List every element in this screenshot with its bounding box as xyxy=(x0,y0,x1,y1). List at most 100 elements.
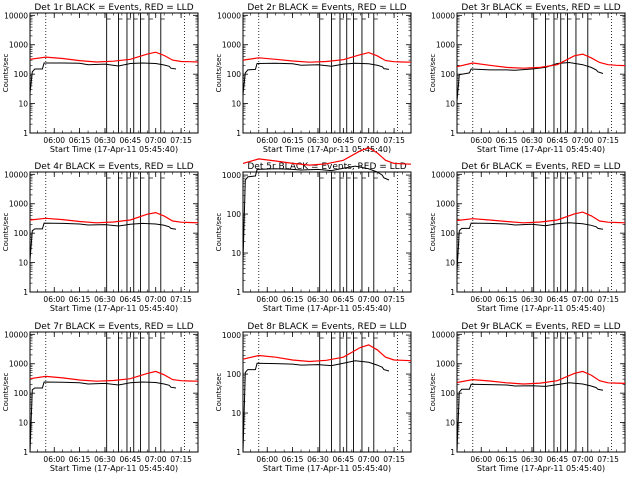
lld-series-line xyxy=(29,51,199,63)
lld-series-line xyxy=(29,211,199,224)
x-tick-label: 06:15 xyxy=(496,455,518,464)
y-tick-label: 100 xyxy=(227,70,242,79)
x-tick-label: 07:00 xyxy=(145,455,167,464)
lld-series-line xyxy=(242,51,412,63)
y-tick-label: 100 xyxy=(227,370,242,379)
y-tick-label: 10000 xyxy=(431,330,455,339)
panel-det-7: Det 7r BLACK = Events, RED = LLD 1 10 100 10… xyxy=(2,322,199,473)
y-tick-label: 10 xyxy=(231,249,241,258)
x-tick-label: 06:45 xyxy=(547,295,569,304)
y-tick-label: 10000 xyxy=(4,330,28,339)
plot-frame xyxy=(456,12,626,134)
panel-det-1: Det 1r BLACK = Events, RED = LLD 1 10 100 10… xyxy=(2,3,199,154)
x-axis-label: Start Time (17-Apr-11 05:45:40) xyxy=(477,304,605,313)
panel-title: Det 8r BLACK = Events, RED = LLD xyxy=(247,322,406,332)
y-tick-label: 100 xyxy=(14,70,29,79)
x-tick-label: 06:15 xyxy=(69,136,91,145)
x-tick-label: 06:00 xyxy=(43,455,65,464)
plot-frame xyxy=(456,171,626,293)
x-tick-label: 07:00 xyxy=(572,136,594,145)
x-tick-label: 06:00 xyxy=(470,295,492,304)
x-axis-label: Start Time (17-Apr-11 05:45:40) xyxy=(50,145,178,154)
panel-title: Det 6r BLACK = Events, RED = LLD xyxy=(461,162,620,172)
panel-title: Det 3r BLACK = Events, RED = LLD xyxy=(461,3,620,13)
events-series-line xyxy=(242,62,390,95)
y-tick-label: 1000 xyxy=(436,360,455,369)
panel-det-5: Det 5r BLACK = Events, RED = LLD 1 10 100 10… xyxy=(215,147,412,313)
lld-series-line xyxy=(456,370,626,385)
x-tick-label: 07:15 xyxy=(383,136,405,145)
panel-title: Det 7r BLACK = Events, RED = LLD xyxy=(34,322,193,332)
panel-det-6: Det 6r BLACK = Events, RED = LLD 1 10 100 10… xyxy=(429,162,626,313)
y-tick-label: 1 xyxy=(450,129,455,138)
x-tick-label: 07:00 xyxy=(145,295,167,304)
x-tick-label: 06:15 xyxy=(69,295,91,304)
x-tick-label: 06:30 xyxy=(94,455,116,464)
y-tick-label: 10 xyxy=(445,259,455,268)
x-tick-label: 07:15 xyxy=(170,455,192,464)
panel-title: Det 1r BLACK = Events, RED = LLD xyxy=(34,3,193,13)
x-tick-label: 06:45 xyxy=(333,136,355,145)
x-tick-label: 07:15 xyxy=(170,295,192,304)
x-tick-label: 06:30 xyxy=(94,295,116,304)
events-series-line xyxy=(242,360,390,453)
lld-series-line xyxy=(456,53,626,69)
x-tick-label: 06:15 xyxy=(496,136,518,145)
panel-title: Det 9r BLACK = Events, RED = LLD xyxy=(461,322,620,332)
events-series-line xyxy=(29,381,177,453)
x-tick-label: 06:45 xyxy=(547,455,569,464)
x-tick-label: 07:00 xyxy=(358,455,380,464)
x-tick-label: 06:00 xyxy=(43,295,65,304)
y-tick-label: 100 xyxy=(14,229,29,238)
y-axis-label: Counts/sec xyxy=(429,213,437,252)
y-tick-label: 10000 xyxy=(431,170,455,179)
y-tick-label: 10 xyxy=(231,409,241,418)
y-tick-label: 100 xyxy=(441,229,456,238)
x-tick-label: 07:15 xyxy=(597,455,619,464)
panel-det-2: Det 2r BLACK = Events, RED = LLD 1 10 100 10… xyxy=(215,3,412,154)
x-axis-label: Start Time (17-Apr-11 05:45:40) xyxy=(263,464,391,473)
x-axis-label: Start Time (17-Apr-11 05:45:40) xyxy=(477,145,605,154)
y-tick-label: 1000 xyxy=(436,41,455,50)
x-tick-label: 06:30 xyxy=(307,136,329,145)
events-series-line xyxy=(29,62,177,94)
y-tick-label: 100 xyxy=(441,70,456,79)
y-axis-label: Counts/sec xyxy=(215,373,223,412)
y-tick-label: 1000 xyxy=(222,41,241,50)
y-tick-label: 10 xyxy=(18,100,28,109)
y-tick-label: 10 xyxy=(231,100,241,109)
x-axis-label: Start Time (17-Apr-11 05:45:40) xyxy=(50,464,178,473)
y-tick-label: 10 xyxy=(18,259,28,268)
x-tick-label: 07:00 xyxy=(358,295,380,304)
x-axis-label: Start Time (17-Apr-11 05:45:40) xyxy=(263,304,391,313)
x-tick-label: 07:15 xyxy=(383,295,405,304)
y-tick-label: 10 xyxy=(18,419,28,428)
events-series-line xyxy=(456,222,604,272)
y-tick-label: 1 xyxy=(23,129,28,138)
y-tick-label: 1 xyxy=(450,288,455,297)
x-tick-label: 06:00 xyxy=(256,136,278,145)
x-tick-label: 07:00 xyxy=(572,455,594,464)
y-tick-label: 1000 xyxy=(222,171,241,180)
x-tick-label: 06:30 xyxy=(94,136,116,145)
y-tick-label: 1 xyxy=(23,288,28,297)
y-tick-label: 1000 xyxy=(9,360,28,369)
x-tick-label: 06:45 xyxy=(333,455,355,464)
x-tick-label: 06:30 xyxy=(307,455,329,464)
x-tick-label: 06:45 xyxy=(547,136,569,145)
x-tick-label: 07:15 xyxy=(597,295,619,304)
y-tick-label: 1 xyxy=(236,448,241,457)
y-tick-label: 1000 xyxy=(9,41,28,50)
x-tick-label: 06:45 xyxy=(120,136,142,145)
y-tick-label: 1 xyxy=(236,129,241,138)
x-tick-label: 06:30 xyxy=(521,455,543,464)
plot-frame xyxy=(29,331,199,453)
x-tick-label: 07:15 xyxy=(170,136,192,145)
x-axis-label: Start Time (17-Apr-11 05:45:40) xyxy=(477,464,605,473)
plot-frame xyxy=(242,331,412,453)
plot-frame xyxy=(29,171,199,293)
y-axis-label: Counts/sec xyxy=(2,213,10,252)
lld-series-line xyxy=(456,211,626,224)
panel-title: Det 5r BLACK = Events, RED = LLD xyxy=(247,162,406,172)
